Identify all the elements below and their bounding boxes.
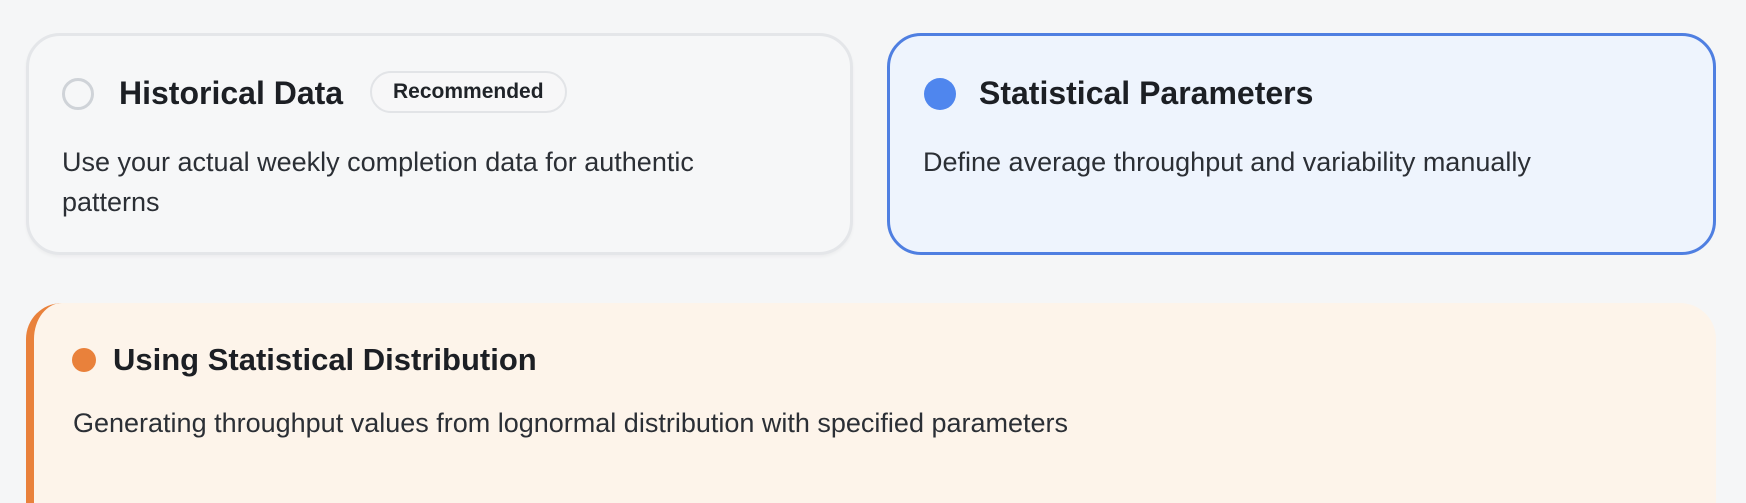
status-dot-icon xyxy=(72,348,96,372)
option-title: Historical Data xyxy=(119,75,344,111)
status-description: Generating throughput values from lognor… xyxy=(73,408,1069,438)
option-description: Use your actual weekly completion data f… xyxy=(62,147,694,217)
radio-unselected-icon[interactable] xyxy=(62,78,94,110)
option-statistical-parameters[interactable]: Statistical Parameters Define average th… xyxy=(887,33,1716,255)
distribution-status-panel: Using Statistical Distribution Generatin… xyxy=(26,303,1716,503)
option-description: Define average throughput and variabilit… xyxy=(923,147,1531,177)
radio-selected-icon[interactable] xyxy=(924,78,956,110)
status-title: Using Statistical Distribution xyxy=(113,342,537,377)
option-title: Statistical Parameters xyxy=(979,75,1314,111)
option-historical-data[interactable]: Historical Data Recommended Use your act… xyxy=(26,33,853,255)
recommended-badge: Recommended xyxy=(370,71,567,113)
